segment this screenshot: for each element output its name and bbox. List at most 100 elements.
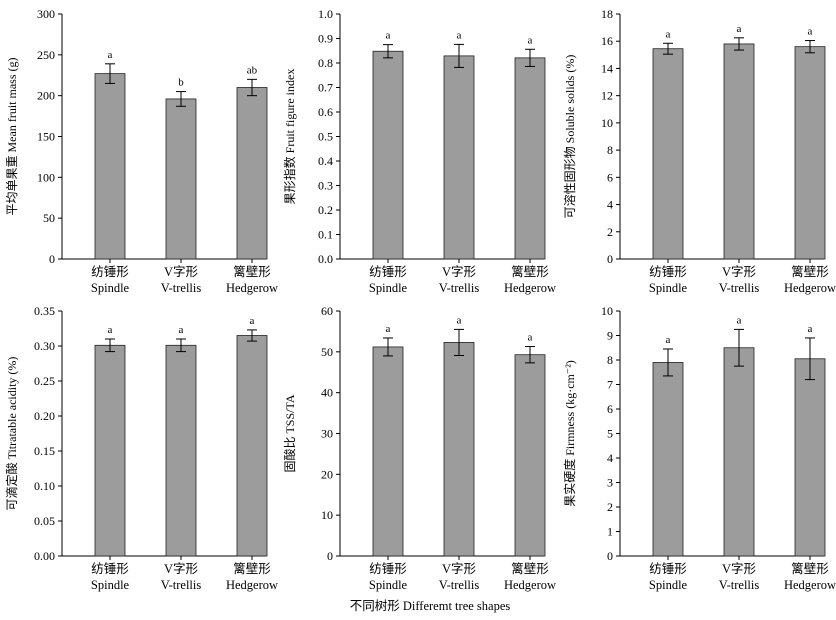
y-tick-label: 4: [607, 198, 613, 212]
bar: [165, 344, 197, 557]
error-bar: [663, 42, 673, 55]
error-bar: [176, 338, 186, 353]
bar: [514, 354, 546, 557]
error-bar: [105, 63, 115, 84]
y-tick-label: 0.20: [34, 409, 55, 423]
significance-label: a: [179, 324, 184, 336]
y-axis-title: 可滴定酸 Titratable acidity (%): [4, 357, 19, 511]
chart-panel-5: 0 10 20 30 40 50 60 固酸比 TSS/TA a 纺锤形 Spindle a V字形 V-…: [282, 304, 556, 592]
error-bar: [805, 40, 815, 54]
significance-label: a: [457, 29, 462, 41]
category-label: 纺锤形 Spindle: [649, 264, 688, 295]
significance-label: a: [808, 323, 813, 335]
y-tick-label: 60: [321, 304, 333, 318]
y-tick-label: 4: [607, 451, 613, 465]
category-label: 篱壁形 Hedgerow: [784, 561, 836, 592]
category-label: 篱壁形 Hedgerow: [784, 264, 836, 295]
error-bar: [734, 37, 744, 51]
category-label: V字形 V-trellis: [439, 561, 480, 592]
y-tick-label: 200: [37, 89, 55, 103]
y-tick-label: 10: [601, 304, 613, 318]
bar: [443, 342, 475, 557]
category-label: V字形 V-trellis: [719, 561, 760, 592]
category-label: V字形 V-trellis: [161, 561, 202, 592]
y-tick-label: 3: [607, 476, 613, 490]
y-tick-label: 50: [321, 345, 333, 359]
bar: [723, 43, 755, 260]
category-label: 篱壁形 Hedgerow: [226, 264, 278, 295]
category-label: 纺锤形 Spindle: [91, 561, 130, 592]
y-tick-label: 18: [601, 7, 613, 21]
bar: [94, 344, 126, 557]
significance-label: b: [178, 77, 184, 89]
y-axis-title: 固酸比 TSS/TA: [282, 394, 297, 472]
y-tick-label: 8: [607, 353, 613, 367]
significance-label: a: [666, 28, 671, 40]
significance-label: a: [737, 314, 742, 326]
bar: [794, 358, 826, 557]
chart-panel-3: 0 2 4 6 8 10 12 14 16 18 可溶性固形物 Soluble solids (%)…: [562, 7, 836, 295]
category-label: 纺锤形 Spindle: [369, 561, 408, 592]
category-label: V字形 V-trellis: [161, 264, 202, 295]
y-tick-label: 1: [607, 525, 613, 539]
y-tick-label: 14: [601, 61, 613, 75]
chart-panel-1: 0 50 100 150 200 250 300 平均单果重 Mean fruit mass …: [5, 7, 278, 295]
significance-label: a: [108, 324, 113, 336]
bar: [443, 55, 475, 260]
error-bar: [176, 91, 186, 107]
y-axis-title: 果实硬度 Firmness (kg·cm⁻²): [562, 360, 577, 507]
y-tick-label: 12: [601, 89, 613, 103]
y-tick-label: 30: [321, 427, 333, 441]
y-axis-title: 果形指数 Fruit figure index: [282, 69, 297, 205]
y-tick-label: 0.25: [34, 374, 55, 388]
y-tick-label: 0: [607, 549, 613, 563]
global-x-axis-label: 不同树形 Differemt tree shapes: [350, 598, 511, 613]
y-tick-label: 8: [607, 143, 613, 157]
y-tick-label: 0.7: [318, 81, 333, 95]
category-label: 篱壁形 Hedgerow: [504, 264, 556, 295]
chart-panel-6: 0 1 2 3 4 5 6 7 8 9 10 果实硬度 Firmness (kg·cm⁻²) a 纺锤形 S…: [562, 304, 836, 592]
category-label: V字形 V-trellis: [719, 264, 760, 295]
significance-label: a: [250, 315, 255, 327]
y-tick-label: 10: [321, 508, 333, 522]
error-bar: [525, 48, 535, 67]
bar: [372, 346, 404, 557]
error-bar: [383, 44, 393, 59]
y-tick-label: 0.1: [318, 228, 333, 242]
category-label: 纺锤形 Spindle: [91, 264, 130, 295]
y-tick-label: 0.9: [318, 32, 333, 46]
significance-label: a: [386, 30, 391, 42]
y-tick-label: 0.3: [318, 179, 333, 193]
y-tick-label: 0.15: [34, 444, 55, 458]
error-bar: [805, 337, 815, 381]
bar: [514, 57, 546, 260]
category-label: V字形 V-trellis: [439, 264, 480, 295]
bar: [236, 87, 268, 260]
y-tick-label: 50: [43, 211, 55, 225]
significance-label: ab: [247, 64, 258, 76]
error-bar: [454, 328, 464, 357]
y-tick-label: 0: [327, 549, 333, 563]
y-tick-label: 0.5: [318, 130, 333, 144]
y-tick-label: 0.35: [34, 304, 55, 318]
y-tick-label: 20: [321, 467, 333, 481]
bar: [372, 50, 404, 260]
error-bar: [105, 338, 115, 353]
y-tick-label: 9: [607, 329, 613, 343]
y-tick-label: 6: [607, 402, 613, 416]
y-tick-label: 10: [601, 116, 613, 130]
significance-label: a: [808, 26, 813, 38]
significance-label: a: [386, 323, 391, 335]
y-tick-label: 1.0: [318, 7, 333, 21]
y-axis-title: 可溶性固形物 Soluble solids (%): [562, 55, 577, 219]
bar: [652, 362, 684, 557]
y-tick-label: 0.6: [318, 105, 333, 119]
y-tick-label: 0.05: [34, 514, 55, 528]
bar: [794, 46, 826, 260]
significance-label: a: [737, 23, 742, 35]
category-label: 篱壁形 Hedgerow: [226, 561, 278, 592]
bar: [165, 98, 197, 260]
y-tick-label: 0.4: [318, 154, 333, 168]
y-tick-label: 6: [607, 170, 613, 184]
